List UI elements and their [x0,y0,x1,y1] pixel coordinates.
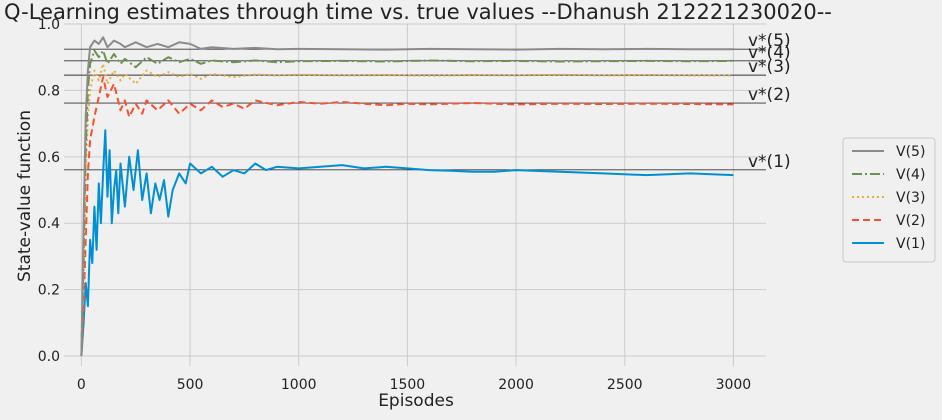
legend-label: V(3) [896,190,925,206]
x-tick-label: 2000 [498,377,534,393]
y-axis-label: State-value function [15,110,35,282]
x-axis-label: Episodes [378,391,454,411]
series-lines [80,36,734,357]
legend-label: V(5) [896,144,925,160]
x-tick-label: 3000 [716,377,752,393]
x-tick-label: 1500 [390,377,426,393]
y-tick-label: 0.6 [38,150,60,166]
series-line-V(2) [80,76,734,357]
x-tick-label: 1000 [281,377,317,393]
reference-line-label: v*(1) [748,152,791,172]
legend: V(5) V(4) V(3) V(2) V(1) [842,137,936,263]
reference-line-label: v*(3) [748,57,791,77]
y-tick-label: 0.2 [38,283,60,299]
legend-label: V(1) [896,236,925,252]
reference-line-label: v*(5) [748,31,791,51]
x-tick-label: 0 [77,377,86,393]
series-line-V(4) [80,49,734,357]
x-tick-label: 2500 [607,377,643,393]
legend-box [842,137,936,263]
x-tick-label: 500 [177,377,204,393]
grid [64,23,766,366]
legend-label: V(4) [896,167,925,183]
reference-line-label: v*(2) [748,85,791,105]
tick-labels: 0 500 1000 1500 2000 2500 3000 0.0 0.2 0.4 0.6 0.8 1… [38,17,751,393]
series-line-V(3) [80,62,734,357]
y-tick-label: 0.8 [38,83,60,99]
legend-label: V(2) [896,213,925,229]
y-tick-label: 1.0 [38,17,60,33]
y-tick-label: 0.0 [38,349,60,365]
reference-line-label: v*(4) [748,43,791,63]
y-tick-label: 0.4 [38,216,60,232]
series-line-V(1) [80,129,734,357]
series-line-V(5) [80,36,734,357]
chart-title: Q-Learning estimates through time vs. tr… [4,0,832,24]
